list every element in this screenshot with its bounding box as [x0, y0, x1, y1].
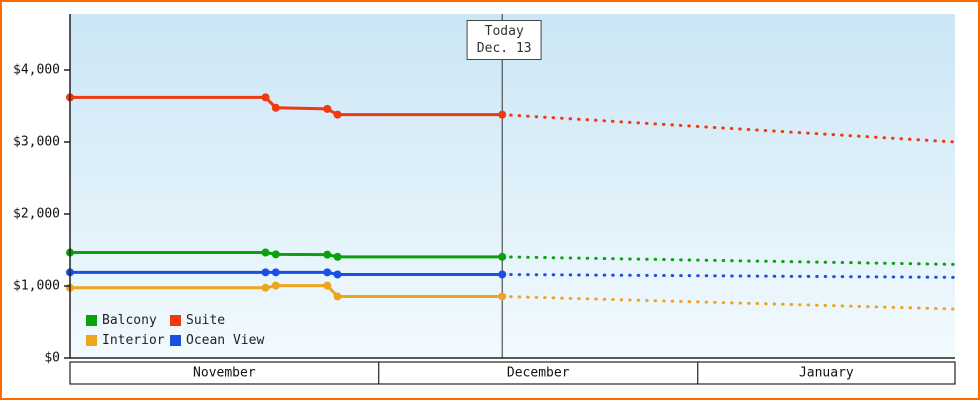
- data-point-marker-interior: [323, 281, 332, 290]
- legend-item-ocean-view: Ocean View: [170, 333, 264, 348]
- data-point-marker-interior: [333, 292, 342, 301]
- legend-label-interior: Interior: [102, 332, 165, 348]
- today-date: Dec. 13: [476, 41, 532, 56]
- data-point-marker-ocean-view: [271, 268, 280, 277]
- data-point-marker-interior: [261, 283, 270, 292]
- forecast-line-interior: [500, 294, 957, 311]
- data-point-marker-interior: [498, 292, 507, 301]
- chart-legend: Balcony Suite Interior Ocean View: [86, 310, 264, 350]
- month-label: November: [193, 366, 256, 381]
- data-point-marker-suite: [333, 110, 342, 119]
- legend-label-balcony: Balcony: [102, 312, 157, 328]
- data-point-marker-ocean-view: [323, 268, 332, 277]
- legend-item-interior: Interior: [86, 333, 170, 348]
- data-point-marker-balcony: [498, 252, 507, 261]
- today-label: Today: [484, 24, 524, 39]
- month-label: December: [507, 366, 570, 381]
- legend-swatch-ocean-view: [170, 334, 181, 346]
- y-tick-label: $1,000: [13, 279, 60, 294]
- data-point-marker-suite: [323, 104, 332, 113]
- legend-swatch-suite: [170, 314, 181, 326]
- y-tick-label: $3,000: [13, 135, 60, 150]
- data-point-marker-balcony: [261, 248, 270, 257]
- y-tick-label: $4,000: [13, 63, 60, 78]
- data-point-marker-suite: [498, 110, 507, 119]
- y-tick-label: $0: [44, 351, 60, 366]
- forecast-line-balcony: [500, 255, 957, 266]
- legend-swatch-balcony: [86, 314, 97, 326]
- series-line-balcony: [68, 251, 504, 259]
- plot-background: [70, 14, 955, 358]
- data-point-marker-balcony: [323, 250, 332, 259]
- today-marker-label: Today Dec. 13: [466, 20, 542, 60]
- forecast-line-suite: [500, 113, 957, 144]
- y-tick-label: $2,000: [13, 207, 60, 222]
- data-point-marker-balcony: [271, 250, 280, 259]
- data-point-marker-ocean-view: [261, 268, 270, 277]
- data-point-marker-ocean-view: [498, 270, 507, 279]
- data-point-marker-balcony: [333, 252, 342, 261]
- legend-row: Interior Ocean View: [86, 330, 264, 350]
- legend-swatch-interior: [86, 334, 97, 346]
- data-point-marker-suite: [261, 93, 270, 102]
- series-line-suite: [68, 95, 504, 117]
- data-point-marker-ocean-view: [333, 270, 342, 279]
- legend-label-ocean-view: Ocean View: [186, 332, 265, 348]
- data-point-marker-interior: [271, 281, 280, 290]
- legend-item-suite: Suite: [170, 313, 225, 328]
- legend-label-suite: Suite: [186, 312, 226, 328]
- legend-row: Balcony Suite: [86, 310, 264, 330]
- series-line-interior: [68, 284, 504, 298]
- data-point-marker-suite: [271, 103, 280, 112]
- series-line-ocean-view: [68, 270, 504, 276]
- month-label: January: [799, 366, 854, 381]
- forecast-line-ocean-view: [500, 272, 957, 279]
- legend-item-balcony: Balcony: [86, 313, 170, 328]
- x-axis-month-band: [69, 361, 956, 385]
